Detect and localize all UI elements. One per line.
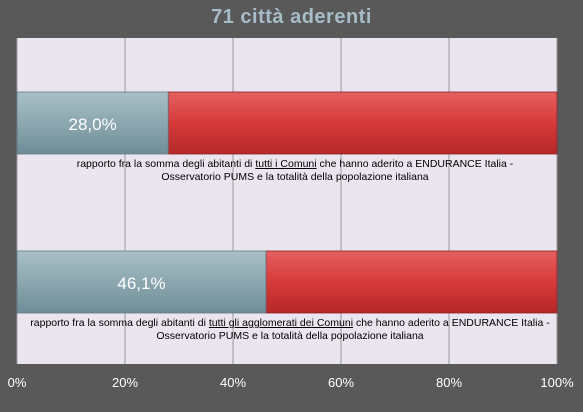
chart-title: 71 città aderenti xyxy=(211,6,372,28)
x-tick-label: 40% xyxy=(220,375,246,390)
x-tick-label: 0% xyxy=(8,375,27,390)
bars: 28,0% 46,1% xyxy=(16,91,558,314)
x-tick-labels: 0% 20% 40% 60% 80% 100% xyxy=(8,375,574,390)
bar-value-2 xyxy=(16,250,267,314)
x-tick-label: 20% xyxy=(112,375,138,390)
annotation-underlined-text: tutti gli agglomerati dei Comuni xyxy=(208,317,354,329)
x-tick-label: 80% xyxy=(436,375,462,390)
bar-remainder-1 xyxy=(167,91,558,155)
x-tick-label: 100% xyxy=(540,375,574,390)
x-tick-label: 60% xyxy=(328,375,354,390)
bar-value-1 xyxy=(16,91,169,155)
bar-remainder-2 xyxy=(265,250,558,314)
bar-annotation-2: rapporto fra la somma degli abitanti di … xyxy=(30,317,550,342)
bar-annotation-1: rapporto fra la somma degli abitanti di … xyxy=(76,158,514,183)
plot-area xyxy=(17,38,557,364)
bar-data-label-2: 46,1% xyxy=(117,274,165,293)
annotation-underlined-text: tutti i Comuni xyxy=(255,158,317,170)
bar-data-label-1: 28,0% xyxy=(68,115,116,134)
